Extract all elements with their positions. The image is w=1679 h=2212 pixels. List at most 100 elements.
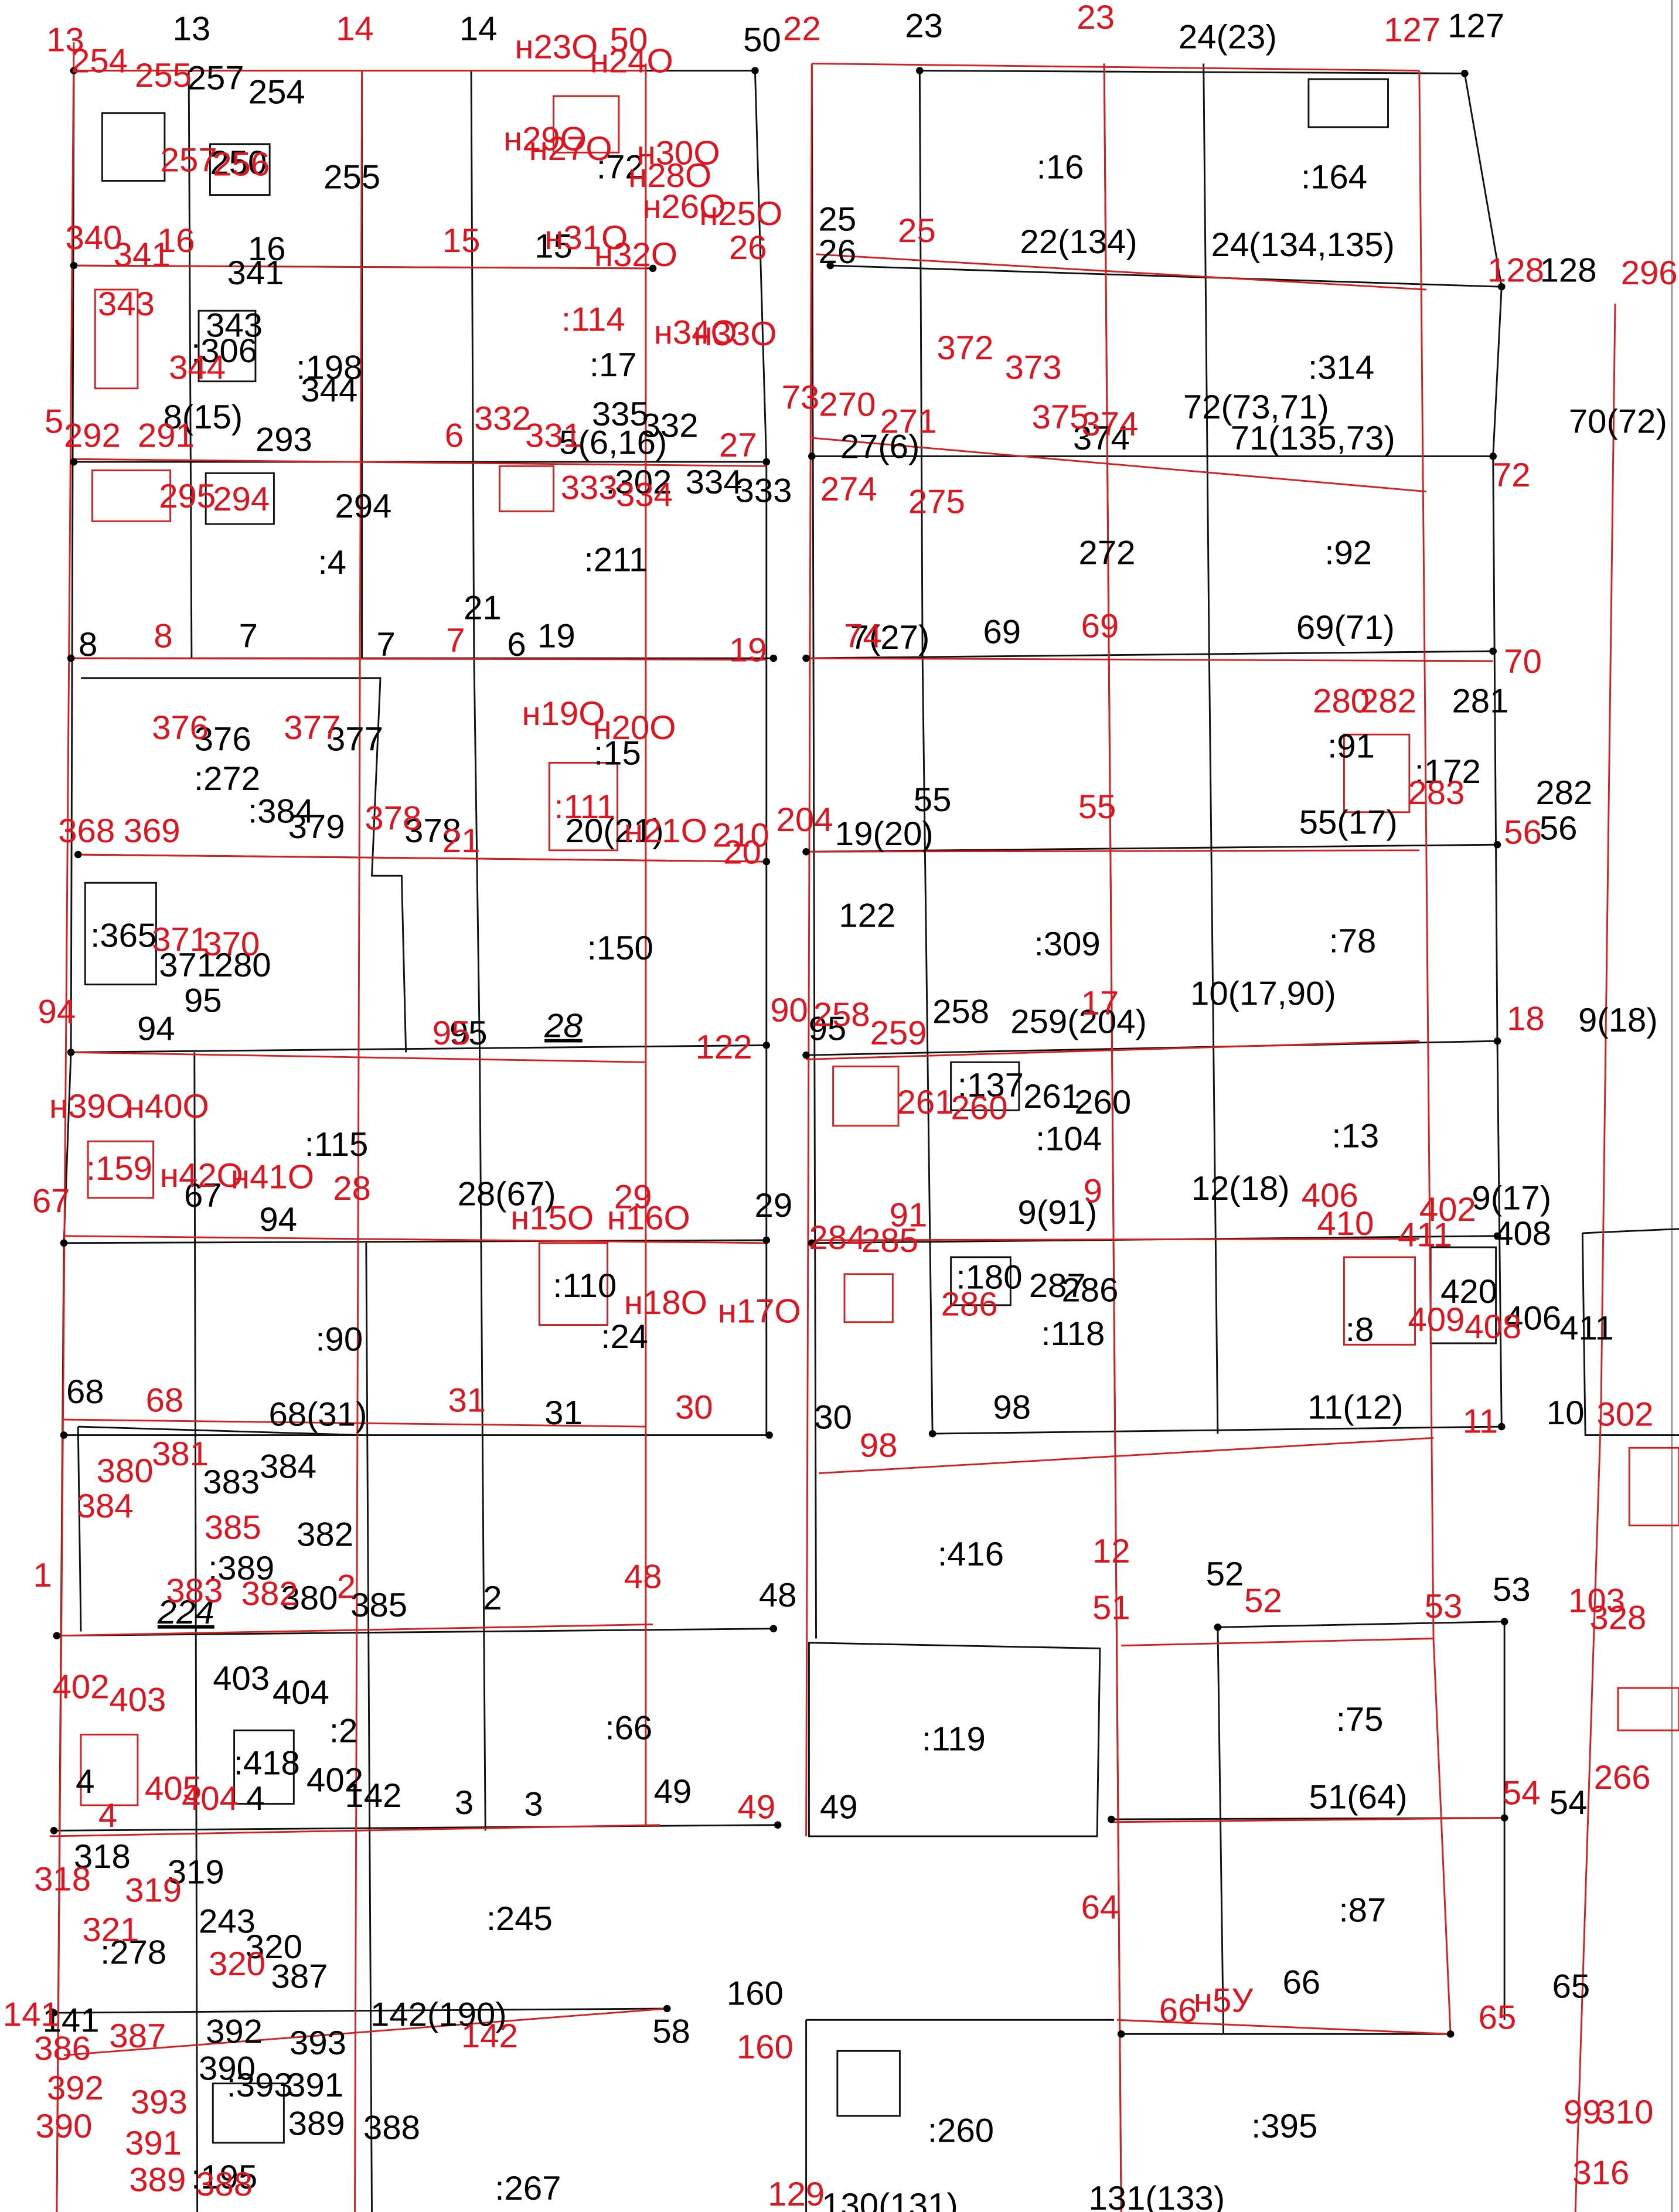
parcel-label: 341 xyxy=(227,254,284,292)
point-label: 374 xyxy=(1081,406,1138,443)
point-label: 55 xyxy=(1078,788,1116,826)
point-label: :114 xyxy=(561,301,625,339)
point-label: 31 xyxy=(448,1381,486,1419)
point-label: н15О xyxy=(510,1200,594,1237)
point-label: 68 xyxy=(146,1381,184,1419)
point-label: 72 xyxy=(1493,457,1531,494)
point-label: 204 xyxy=(777,801,833,839)
parcel-label: 128 xyxy=(1540,252,1597,290)
parcel-label: :24 xyxy=(601,1318,648,1356)
parcel-label: 281 xyxy=(1452,683,1508,720)
point-label: 377 xyxy=(284,709,340,747)
vertex xyxy=(1118,2030,1125,2038)
parcel-label: 65 xyxy=(1552,1968,1591,2006)
parcel-label: 69 xyxy=(983,613,1021,651)
vertex xyxy=(751,67,759,74)
parcel-label: 131(133) xyxy=(1088,2180,1225,2212)
point-label: 95 xyxy=(432,1015,471,1052)
parcel-label: 52 xyxy=(1206,1556,1244,1593)
vertex xyxy=(770,1625,778,1632)
parcel-label: 19 xyxy=(537,618,575,655)
parcel-label: 411 xyxy=(1559,1310,1614,1347)
point-label: 404 xyxy=(182,1780,239,1818)
point-label: 375 xyxy=(1032,399,1089,436)
point-label: 122 xyxy=(696,1029,752,1066)
point-label: 291 xyxy=(138,417,195,454)
parcel-label: :91 xyxy=(1327,728,1375,765)
point-label: 381 xyxy=(152,1435,209,1473)
point-label: 27 xyxy=(719,427,757,464)
point-label: 26 xyxy=(729,229,767,267)
point-label: 410 xyxy=(1317,1205,1374,1243)
vertex xyxy=(53,1632,61,1639)
point-label: 334 xyxy=(616,477,673,514)
parcel-label: 48 xyxy=(759,1577,797,1614)
parcel-label: 3 xyxy=(455,1784,474,1822)
point-label: 409 xyxy=(1408,1301,1465,1339)
parcel-label: 10(17,90) xyxy=(1190,975,1336,1012)
parcel-label: 21 xyxy=(464,590,502,627)
point-label: н5У xyxy=(1194,1982,1254,2020)
parcel-label: 55(17) xyxy=(1299,804,1398,842)
vertex xyxy=(50,1827,58,1835)
parcel-label: :309 xyxy=(1034,925,1101,963)
parcel-label: 130(131) xyxy=(822,2187,958,2212)
point-label: 1 xyxy=(33,1557,52,1594)
point-label: 15 xyxy=(442,222,481,260)
parcel-label: 254 xyxy=(248,74,305,111)
parcel-label: 282 xyxy=(1535,774,1592,812)
parcel-label: :164 xyxy=(1301,158,1367,196)
parcel-label: :8 xyxy=(1346,1311,1374,1349)
vertex xyxy=(1501,1814,1508,1822)
parcel-label: :75 xyxy=(1336,1701,1384,1738)
point-label: 282 xyxy=(1360,683,1416,720)
point-label: 64 xyxy=(1081,1889,1119,1927)
point-label: н20О xyxy=(593,709,676,747)
parcel-label: 387 xyxy=(271,1958,328,1996)
parcel-label: :17 xyxy=(590,346,637,384)
parcel-label: 58 xyxy=(652,2013,690,2051)
point-label: 320 xyxy=(209,1945,265,1983)
point-label: 383 xyxy=(166,1573,223,1610)
parcel-label: 68(31) xyxy=(268,1396,367,1434)
parcel-label: 13 xyxy=(173,10,211,47)
parcel-label: 382 xyxy=(297,1516,353,1553)
parcel-label: 257 xyxy=(188,60,244,97)
parcel-label: :66 xyxy=(605,1710,652,1747)
parcel-label: :2 xyxy=(329,1712,357,1750)
point-label: 292 xyxy=(64,417,121,454)
point-label: 52 xyxy=(1244,1583,1282,1620)
vertex xyxy=(70,458,78,466)
point-label: 17 xyxy=(1081,985,1119,1022)
point-label: 391 xyxy=(125,2125,182,2162)
parcel-label: 9(18) xyxy=(1578,1002,1658,1039)
point-label: 127 xyxy=(1384,12,1440,49)
parcel-label: 68 xyxy=(66,1373,104,1411)
parcel-label: 333 xyxy=(735,472,792,509)
vertex xyxy=(1461,70,1469,77)
parcel-label: 344 xyxy=(301,372,357,409)
point-label: 129 xyxy=(768,2176,825,2212)
vertex xyxy=(67,1049,75,1056)
point-label: 49 xyxy=(738,1789,776,1826)
parcel-label: 393 xyxy=(290,2024,346,2062)
point-label: 67 xyxy=(32,1183,70,1220)
vertex xyxy=(762,858,770,866)
point-label: 22 xyxy=(783,10,821,47)
point-label: 258 xyxy=(813,996,870,1034)
point-label: 266 xyxy=(1594,1759,1651,1796)
point-label: 142 xyxy=(461,2017,518,2055)
point-label: 318 xyxy=(34,1860,91,1898)
vertex xyxy=(808,452,816,460)
vertex xyxy=(74,851,82,859)
parcel-label: 30 xyxy=(814,1398,852,1436)
point-label: 389 xyxy=(129,2162,186,2199)
point-label: 321 xyxy=(82,1911,139,1949)
point-label: н23О xyxy=(515,29,598,66)
parcel-label: 49 xyxy=(820,1789,858,1826)
vertex xyxy=(802,655,810,662)
parcel-label: 10 xyxy=(1547,1394,1585,1432)
vertex xyxy=(802,1051,810,1059)
point-label: 333 xyxy=(561,469,618,507)
parcel-label: 23 xyxy=(905,8,943,45)
